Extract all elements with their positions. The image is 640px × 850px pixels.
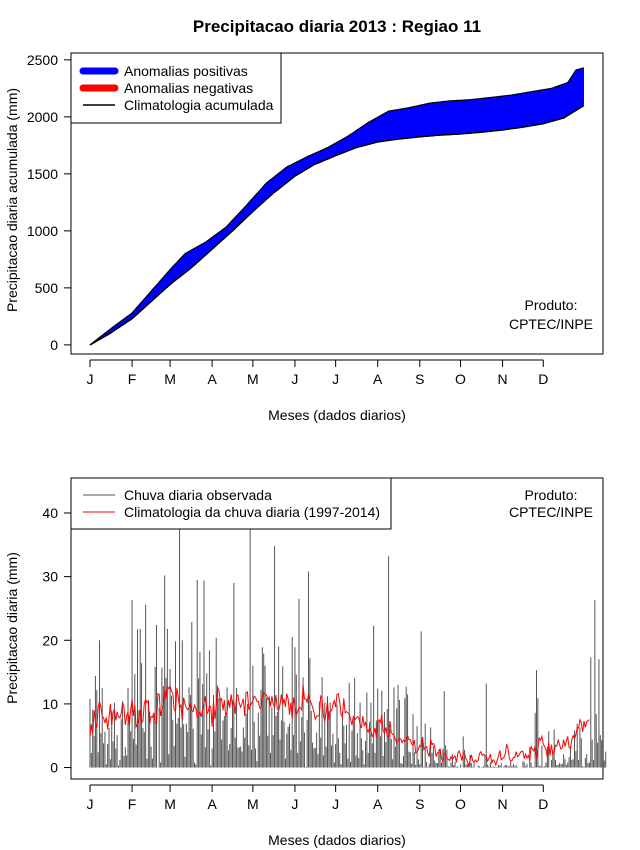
legend-label-observed: Chuva diaria observada	[124, 487, 272, 503]
p2-y-tick-label: 40	[42, 505, 58, 521]
climatology-daily-line	[89, 684, 590, 768]
p2-x-tick-label: O	[455, 796, 466, 812]
anomaly-area	[90, 67, 584, 345]
p1-x-tick-label: D	[538, 371, 548, 387]
p1-x-tick-label: A	[373, 371, 383, 387]
x-axis-label: Meses (dados diarios)	[268, 407, 406, 423]
p2-y-tick-label: 10	[42, 696, 58, 712]
legend-label-climatology: Climatologia da chuva diaria (1997-2014)	[124, 504, 380, 520]
legend-label-climatology: Climatologia acumulada	[124, 97, 274, 113]
p1-x-tick-label: F	[128, 371, 137, 387]
y-axis: 0 10 20 30 40	[42, 505, 72, 776]
legend-box	[70, 477, 392, 530]
series-lines	[89, 67, 585, 346]
panel-daily: 0 10 20 30 40 J F M A M J J A S O N D Precipitacao diar…	[4, 477, 607, 848]
p2-x-tick-label: A	[207, 796, 217, 812]
p1-x-tick-label: A	[207, 371, 217, 387]
p2-y-tick-label: 0	[50, 760, 58, 776]
p2-x-tick-label: F	[128, 796, 137, 812]
p2-x-tick-label: J	[87, 796, 94, 812]
p2-x-tick-label: M	[164, 796, 176, 812]
credit-line-1: Produto:	[525, 487, 578, 503]
p1-x-tick-label: O	[455, 371, 466, 387]
p1-x-tick-label: N	[498, 371, 508, 387]
x-axis-label: Meses (dados diarios)	[268, 832, 406, 848]
legend: Anomalias positivas Anomalias negativas …	[70, 52, 282, 124]
p1-y-tick-label: 2500	[27, 52, 58, 68]
p2-y-tick-label: 30	[42, 569, 58, 585]
legend-label-negative: Anomalias negativas	[124, 80, 253, 96]
p1-x-tick-label: J	[291, 371, 298, 387]
p1-y-tick-label: 1000	[27, 223, 58, 239]
p2-x-tick-label: J	[332, 796, 339, 812]
p1-x-tick-label: M	[247, 371, 259, 387]
credit-line-2: CPTEC/INPE	[509, 316, 593, 332]
credit-line-1: Produto:	[525, 297, 578, 313]
observed-cumulative-line	[89, 67, 585, 346]
p1-y-tick-label: 0	[50, 337, 58, 353]
p1-x-tick-label: J	[332, 371, 339, 387]
positive-anomaly-area	[90, 67, 584, 345]
y-axis: 0 500 1000 1500 2000 2500	[27, 52, 72, 353]
p2-x-tick-label: J	[291, 796, 298, 812]
p1-x-tick-label: S	[415, 371, 424, 387]
p2-x-tick-label: A	[373, 796, 383, 812]
p2-x-tick-label: N	[498, 796, 508, 812]
p2-x-tick-label: S	[415, 796, 424, 812]
legend-label-positive: Anomalias positivas	[124, 63, 248, 79]
panel-cumulative: Precipitacao diaria 2013 : Regiao 11 0 50…	[4, 17, 604, 423]
p1-y-tick-label: 1500	[27, 166, 58, 182]
climatology-line	[89, 684, 590, 768]
y-axis-label: Precipitacao diaria (mm)	[4, 552, 20, 704]
p2-y-tick-label: 20	[42, 632, 58, 648]
p1-x-tick-label: J	[87, 371, 94, 387]
p2-x-tick-label: M	[247, 796, 259, 812]
p1-y-tick-label: 2000	[27, 109, 58, 125]
daily-bars	[89, 492, 607, 768]
y-axis-label: Precipitacao diaria acumulada (mm)	[4, 88, 20, 312]
credit-line-2: CPTEC/INPE	[509, 504, 593, 520]
p1-y-tick-label: 500	[35, 280, 59, 296]
p1-x-tick-label: M	[164, 371, 176, 387]
climatology-cumulative-line	[89, 104, 585, 346]
p2-x-tick-label: D	[538, 796, 548, 812]
chart-title: Precipitacao diaria 2013 : Regiao 11	[193, 17, 481, 36]
legend: Chuva diaria observada Climatologia da c…	[70, 477, 392, 530]
